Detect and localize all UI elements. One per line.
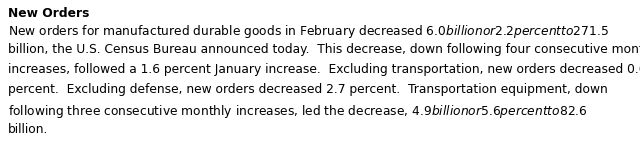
Text: New orders for manufactured durable goods in February decreased $6.0 billion or : New orders for manufactured durable good…: [8, 23, 609, 40]
Text: increases, followed a 1.6 percent January increase.  Excluding transportation, n: increases, followed a 1.6 percent Januar…: [8, 63, 640, 76]
Text: percent.  Excluding defense, new orders decreased 2.7 percent.  Transportation e: percent. Excluding defense, new orders d…: [8, 83, 608, 96]
Text: billion, the U.S. Census Bureau announced today.  This decrease, down following : billion, the U.S. Census Bureau announce…: [8, 43, 640, 56]
Text: New Orders: New Orders: [8, 7, 90, 20]
Text: following three consecutive monthly increases, led the decrease, $4.9 billion or: following three consecutive monthly incr…: [8, 103, 588, 120]
Text: billion.: billion.: [8, 123, 49, 136]
